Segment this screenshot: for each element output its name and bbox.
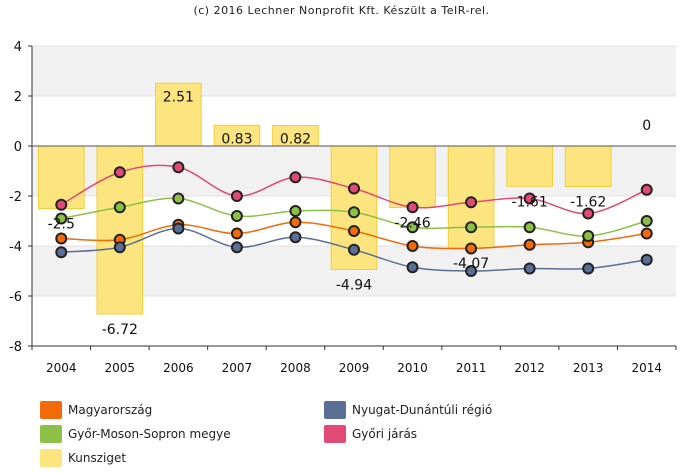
x-tick-label: 2014 bbox=[631, 361, 662, 375]
point-gyor-moson-sopron-megye-2008 bbox=[289, 205, 302, 217]
point-nyugat-dunantuli-regio-2007 bbox=[230, 241, 243, 254]
y-tick-label: 4 bbox=[14, 40, 22, 55]
point-nyugat-dunantuli-regio-2005 bbox=[113, 241, 126, 254]
x-tick-label: 2008 bbox=[280, 361, 311, 375]
x-tick-label: 2013 bbox=[573, 361, 604, 375]
point-gyori-jaras-2005 bbox=[113, 166, 126, 179]
bar-label-2014: 0 bbox=[642, 118, 651, 134]
bar-label-2012: -1.61 bbox=[512, 194, 548, 210]
point-gyor-moson-sopron-megye-2011 bbox=[465, 221, 478, 234]
x-tick-label: 2010 bbox=[397, 361, 428, 375]
point-gyori-jaras-2009 bbox=[348, 182, 360, 195]
bar-2006 bbox=[155, 82, 202, 147]
y-tick-label: -6 bbox=[9, 290, 22, 305]
point-magyarorszag-2004 bbox=[55, 232, 68, 245]
y-tick-label: -2 bbox=[9, 190, 22, 205]
bar-label-2013: -1.62 bbox=[570, 195, 606, 211]
point-gyori-jaras-2014 bbox=[640, 183, 653, 196]
chart-credit: (c) 2016 Lechner Nonprofit Kft. Készült … bbox=[193, 4, 490, 17]
bar-label-2007: 0.83 bbox=[221, 131, 252, 147]
x-tick-label: 2009 bbox=[339, 361, 370, 375]
point-gyori-jaras-2012 bbox=[523, 192, 536, 205]
x-tick-label: 2005 bbox=[105, 361, 136, 375]
point-gyori-jaras-2006 bbox=[172, 161, 185, 174]
point-magyarorszag-2012 bbox=[523, 238, 536, 251]
point-gyor-moson-sopron-megye-2010 bbox=[406, 221, 419, 234]
bar-2013 bbox=[564, 145, 612, 187]
point-gyori-jaras-2008 bbox=[289, 171, 302, 184]
bar-label-2009: -4.94 bbox=[336, 278, 372, 294]
point-nyugat-dunantuli-regio-2014 bbox=[640, 253, 653, 266]
point-gyori-jaras-2011 bbox=[465, 196, 478, 209]
point-nyugat-dunantuli-regio-2009 bbox=[348, 243, 360, 256]
point-gyor-moson-sopron-megye-2005 bbox=[113, 201, 126, 214]
grid-band bbox=[32, 46, 676, 96]
point-gyori-jaras-2007 bbox=[230, 190, 243, 202]
point-magyarorszag-2009 bbox=[348, 225, 360, 237]
point-nyugat-dunantuli-regio-2006 bbox=[172, 222, 185, 235]
y-tick-label: -4 bbox=[9, 240, 22, 255]
point-magyarorszag-2014 bbox=[640, 227, 653, 240]
point-gyor-moson-sopron-megye-2014 bbox=[640, 215, 653, 227]
point-gyor-moson-sopron-megye-2004 bbox=[55, 212, 68, 225]
bar-label-2011: -4.07 bbox=[453, 256, 489, 272]
point-nyugat-dunantuli-regio-2011 bbox=[465, 265, 478, 277]
point-gyor-moson-sopron-megye-2007 bbox=[230, 210, 243, 222]
bar-label-2004: -2.5 bbox=[48, 217, 75, 233]
point-gyori-jaras-2004 bbox=[55, 198, 68, 211]
bar-2010 bbox=[389, 145, 436, 208]
y-tick-label: -8 bbox=[9, 340, 22, 355]
point-nyugat-dunantuli-regio-2012 bbox=[523, 262, 536, 275]
x-tick-label: 2012 bbox=[514, 361, 545, 375]
point-gyori-jaras-2013 bbox=[582, 207, 595, 220]
bar-2004 bbox=[37, 145, 85, 209]
bar-2012 bbox=[506, 145, 553, 187]
point-nyugat-dunantuli-regio-2010 bbox=[406, 261, 419, 274]
bar-label-2005: -6.72 bbox=[102, 322, 138, 338]
point-magyarorszag-2007 bbox=[230, 227, 243, 240]
point-magyarorszag-2011 bbox=[465, 242, 478, 255]
point-gyor-moson-sopron-megye-2006 bbox=[172, 192, 185, 205]
point-gyori-jaras-2010 bbox=[406, 201, 419, 214]
point-gyor-moson-sopron-megye-2009 bbox=[348, 206, 360, 219]
y-tick-label: 0 bbox=[14, 140, 22, 155]
point-magyarorszag-2010 bbox=[406, 240, 419, 252]
point-magyarorszag-2008 bbox=[289, 216, 302, 229]
bar-label-2008: 0.82 bbox=[280, 132, 311, 148]
x-tick-label: 2004 bbox=[46, 361, 77, 375]
bar-label-2006: 2.51 bbox=[163, 89, 194, 105]
point-nyugat-dunantuli-regio-2013 bbox=[582, 262, 595, 275]
point-gyor-moson-sopron-megye-2013 bbox=[582, 230, 595, 242]
y-tick-label: 2 bbox=[14, 90, 22, 105]
x-tick-label: 2011 bbox=[456, 361, 487, 375]
point-gyor-moson-sopron-megye-2012 bbox=[523, 221, 536, 234]
x-tick-label: 2007 bbox=[222, 361, 253, 375]
x-tick-label: 2006 bbox=[163, 361, 194, 375]
point-nyugat-dunantuli-regio-2008 bbox=[289, 231, 302, 244]
bar-label-2010: -2.46 bbox=[394, 216, 430, 232]
point-nyugat-dunantuli-regio-2004 bbox=[55, 246, 68, 259]
